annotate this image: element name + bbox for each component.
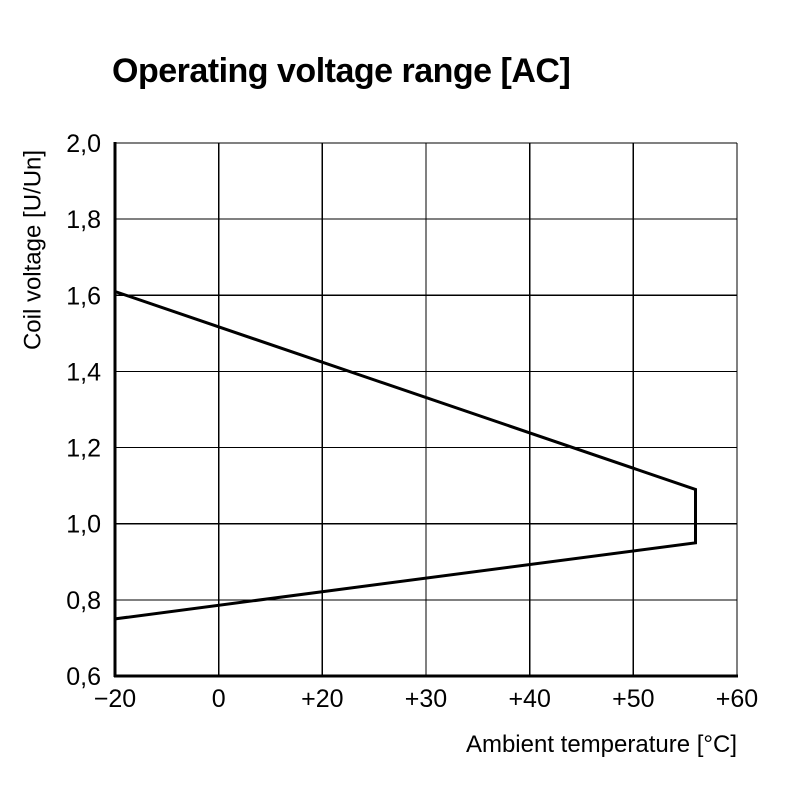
- x-tick-label: −20: [94, 685, 136, 713]
- y-tick-label: 1,6: [66, 282, 101, 310]
- x-tick-label: +20: [301, 685, 343, 713]
- chart-title: Operating voltage range [AC]: [112, 52, 571, 90]
- axis-lines: [113, 142, 738, 678]
- y-axis-label: Coil voltage [U/Un]: [19, 150, 46, 350]
- x-axis-label: Ambient temperature [°C]: [466, 731, 737, 758]
- x-tick-label: +40: [508, 685, 550, 713]
- x-tick-label: 0: [212, 685, 226, 713]
- grid-lines: [114, 142, 738, 677]
- series-line: [114, 290, 697, 621]
- y-tick-label: 1,8: [66, 206, 101, 234]
- x-tick-label: +30: [405, 685, 447, 713]
- x-tick-label: +60: [716, 685, 758, 713]
- y-tick-label: 1,4: [66, 358, 101, 386]
- x-tick-label: +50: [612, 685, 654, 713]
- y-tick-label: 1,2: [66, 435, 101, 463]
- tick-labels: −20 0 +20 +30 +40 +50 +60 2,0 1,8 1,6 1,4 1,2 1,0 0,8…: [66, 130, 758, 713]
- y-tick-label: 0,6: [66, 663, 101, 691]
- y-tick-label: 0,8: [66, 587, 101, 615]
- y-tick-label: 2,0: [66, 130, 101, 158]
- y-tick-label: 1,0: [66, 511, 101, 539]
